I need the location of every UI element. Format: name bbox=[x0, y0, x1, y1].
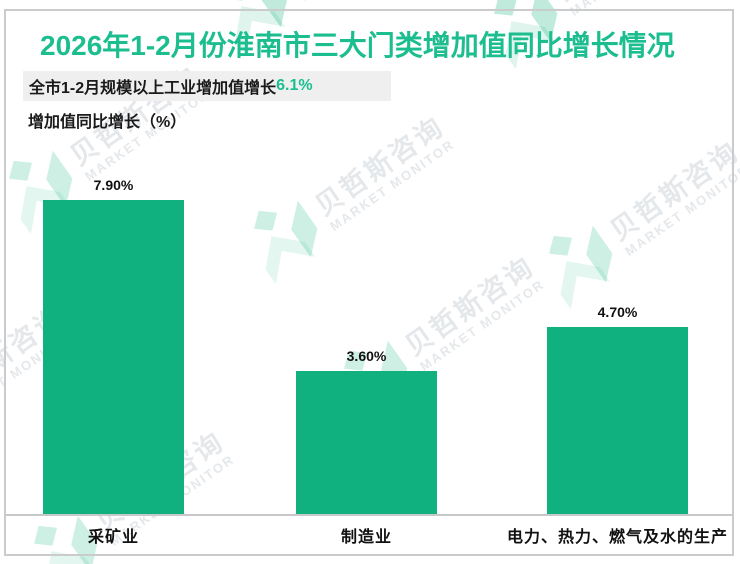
value-label-manufacturing: 3.60% bbox=[346, 348, 387, 364]
bar-manufacturing bbox=[296, 371, 437, 514]
watermark-en-text: MARKET MONITOR bbox=[297, 0, 429, 4]
watermark-cn-text: 贝哲斯咨询 bbox=[550, 0, 691, 7]
bar-group-mining: 7.90% bbox=[43, 11, 184, 514]
category-label-manufacturing: 制造业 bbox=[340, 529, 392, 546]
category-label-utilities: 电力、热力、燃气及水的生产 bbox=[507, 529, 729, 546]
subtitle-highlight-box: 全市1-2月规模以上工业增加值增长 6.1% bbox=[23, 71, 391, 101]
value-label-utilities: 4.70% bbox=[597, 304, 638, 320]
growth-rate-highlight: 6.1% bbox=[276, 77, 313, 94]
bar-chart-plot-area: 7.90% 3.60% 4.70% bbox=[6, 11, 732, 516]
bar-group-utilities: 4.70% bbox=[547, 11, 688, 514]
value-label-mining: 7.90% bbox=[93, 177, 134, 193]
bar-mining bbox=[43, 200, 184, 514]
page-title: 2026年1-2月份淮南市三大门类增加值同比增长情况 bbox=[40, 30, 675, 61]
chart-frame: 2026年1-2月份淮南市三大门类增加值同比增长情况 全市1-2月规模以上工业增… bbox=[4, 9, 734, 556]
subtitle-text: 全市1-2月规模以上工业增加值增长 bbox=[29, 80, 277, 97]
x-axis-category-row: 采矿业 制造业 电力、热力、燃气及水的生产 bbox=[6, 516, 732, 554]
y-axis-unit-label: 增加值同比增长（%） bbox=[28, 114, 187, 131]
bar-group-manufacturing: 3.60% bbox=[296, 11, 437, 514]
category-label-mining: 采矿业 bbox=[87, 529, 139, 546]
bar-utilities bbox=[547, 327, 688, 514]
